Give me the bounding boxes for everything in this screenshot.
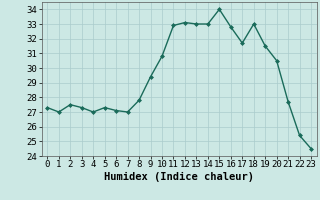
X-axis label: Humidex (Indice chaleur): Humidex (Indice chaleur)	[104, 172, 254, 182]
